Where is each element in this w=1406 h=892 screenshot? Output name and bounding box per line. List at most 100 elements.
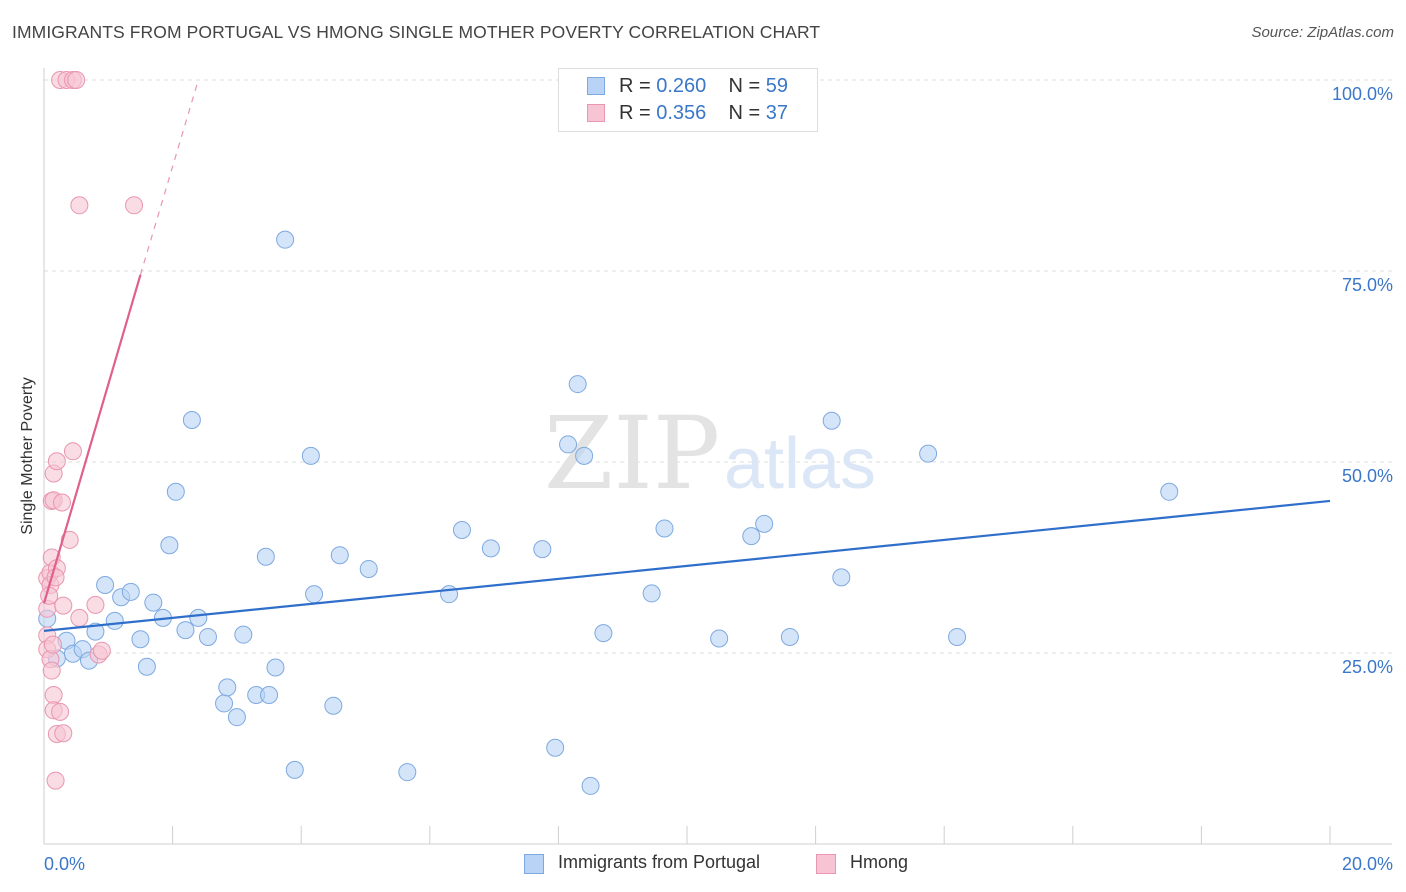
portugal-point	[948, 627, 967, 646]
y-tick-label: 100.0%	[1332, 84, 1393, 104]
bottom-legend-label-hmong: Hmong	[850, 852, 909, 872]
portugal-point	[642, 584, 661, 603]
bottom-legend-label-portugal: Immigrants from Portugal	[558, 852, 761, 872]
portugal-point	[234, 625, 253, 644]
portugal-point	[96, 576, 115, 595]
legend-n-value: 59	[765, 75, 789, 97]
portugal-point	[182, 410, 201, 429]
legend-text-hmong: R = 0.356 N = 37	[619, 102, 788, 125]
hmong-point	[63, 442, 82, 461]
portugal-point	[655, 519, 674, 538]
trend-layer	[42, 79, 1331, 632]
y-axis-label: Single Mother Poverty	[19, 377, 36, 535]
portugal-point	[86, 622, 105, 641]
legend-r-label: R =	[619, 102, 657, 124]
portugal-point	[266, 658, 285, 677]
legend-swatch-portugal	[587, 77, 605, 95]
bottom-legend-swatch-portugal	[524, 854, 544, 874]
x-tick-label: 0.0%	[44, 854, 85, 874]
axis-layer	[43, 68, 1392, 845]
hmong-point	[67, 71, 86, 89]
stats-legend: R = 0.260 N = 59 R = 0.356 N = 37	[558, 68, 818, 132]
hmong-point	[86, 595, 105, 614]
portugal-point	[1160, 482, 1179, 501]
portugal-point	[710, 629, 729, 648]
portugal-point	[121, 582, 140, 601]
portugal-point	[568, 375, 587, 394]
portugal-point	[218, 678, 237, 697]
portugal-point	[452, 520, 471, 539]
bottom-legend-swatch-hmong	[816, 854, 836, 874]
portugal-point	[330, 546, 349, 565]
portugal-point	[359, 559, 378, 578]
portugal-point	[581, 776, 600, 795]
tick-labels: 25.0% 50.0% 75.0% 100.0% 0.0% 20.0%	[44, 84, 1393, 874]
portugal-point	[260, 686, 279, 705]
legend-n-value: 37	[765, 102, 789, 124]
portugal-point	[144, 593, 163, 612]
portugal-point	[780, 627, 799, 646]
x-tick-label: 20.0%	[1342, 854, 1393, 874]
portugal-point	[324, 696, 343, 715]
portugal-point	[742, 527, 761, 546]
points-layer	[38, 71, 1179, 795]
grid-layer	[44, 79, 1392, 654]
portugal-point	[832, 568, 851, 587]
portugal-point	[481, 539, 500, 558]
portugal-point	[166, 482, 185, 501]
portugal-point	[137, 657, 156, 676]
portugal-point	[227, 708, 246, 727]
legend-n-label: N =	[728, 102, 766, 124]
legend-swatch-hmong	[587, 104, 605, 122]
portugal-point	[176, 621, 195, 640]
portugal-point	[160, 536, 179, 555]
portugal-point	[301, 446, 320, 465]
hmong-point	[51, 702, 70, 721]
watermark-atlas: atlas	[724, 424, 876, 504]
legend-n-label: N =	[728, 75, 766, 97]
hmong-point	[40, 586, 59, 605]
hmong-point	[46, 771, 65, 790]
portugal-point	[198, 627, 217, 646]
portugal-point	[285, 760, 304, 779]
hmong-point	[70, 608, 89, 627]
source-label: Source: ZipAtlas.com	[1251, 24, 1394, 41]
hmong-point	[44, 635, 63, 654]
portugal-point	[189, 608, 208, 627]
legend-r-value: 0.260	[656, 75, 707, 97]
hmong-point	[54, 724, 73, 743]
portugal-point	[533, 540, 552, 559]
hmong-point	[60, 530, 79, 549]
portugal-point	[594, 624, 613, 643]
portugal-point	[575, 446, 594, 465]
hmong-point	[44, 686, 63, 705]
watermark: ZIP atlas	[544, 395, 876, 512]
hmong-point	[42, 661, 61, 680]
portugal-point	[131, 630, 150, 649]
portugal-point	[440, 585, 459, 604]
y-tick-label: 25.0%	[1342, 657, 1393, 677]
portugal-point	[305, 585, 324, 604]
legend-r-value: 0.356	[656, 102, 707, 124]
hmong-point	[54, 596, 73, 615]
portugal-point	[398, 763, 417, 782]
hmong-point	[70, 196, 89, 215]
y-tick-label: 50.0%	[1342, 466, 1393, 486]
portugal-point	[559, 435, 578, 454]
hmong-point	[47, 452, 66, 471]
portugal-point	[256, 547, 275, 566]
chart-title: IMMIGRANTS FROM PORTUGAL VS HMONG SINGLE…	[12, 22, 821, 42]
hmong-point	[92, 641, 111, 660]
hmong-point	[53, 493, 72, 512]
portugal-point	[215, 694, 234, 713]
hmong-trend-line	[42, 274, 142, 604]
legend-r-label: R =	[619, 75, 657, 97]
portugal-point	[276, 230, 295, 249]
portugal-point	[105, 611, 124, 630]
legend-text-portugal: R = 0.260 N = 59	[619, 75, 788, 98]
watermark-zip: ZIP	[544, 395, 720, 512]
portugal-trend-line	[43, 499, 1331, 632]
hmong-point	[125, 196, 144, 215]
y-tick-label: 75.0%	[1342, 275, 1393, 295]
